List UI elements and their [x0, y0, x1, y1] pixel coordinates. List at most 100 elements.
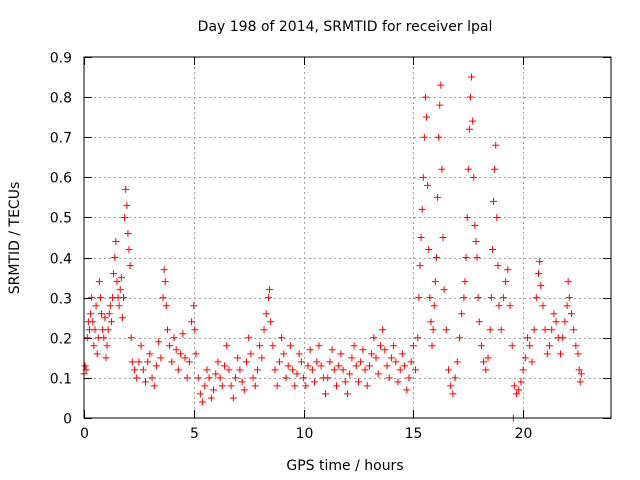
- data-point: [306, 346, 314, 354]
- data-point: [240, 386, 248, 394]
- data-point: [126, 262, 134, 270]
- data-point: [473, 254, 481, 262]
- data-point: [417, 234, 425, 241]
- data-point: [502, 278, 510, 286]
- data-point: [365, 362, 373, 370]
- data-point: [139, 366, 147, 374]
- data-point: [438, 165, 446, 173]
- data-point: [117, 274, 125, 282]
- data-point: [212, 370, 220, 378]
- data-point: [379, 326, 387, 334]
- data-point: [188, 318, 196, 326]
- data-point: [221, 362, 229, 370]
- data-point: [128, 358, 136, 366]
- data-point: [361, 366, 369, 374]
- data-point: [354, 378, 362, 386]
- data-point: [266, 286, 274, 294]
- data-point: [205, 374, 213, 382]
- data-point: [223, 342, 231, 350]
- data-point: [146, 350, 154, 358]
- data-point: [227, 382, 235, 390]
- data-point: [295, 350, 303, 358]
- data-point: [271, 366, 279, 374]
- data-point: [463, 213, 471, 221]
- data-point: [466, 93, 474, 101]
- data-point: [322, 390, 330, 398]
- data-point: [447, 382, 455, 390]
- data-point: [451, 374, 459, 382]
- data-point: [256, 342, 264, 350]
- data-point: [465, 125, 473, 133]
- data-point: [556, 350, 564, 358]
- data-point: [201, 382, 209, 390]
- data-point: [348, 354, 356, 362]
- data-point: [245, 334, 253, 342]
- data-point: [191, 326, 199, 334]
- data-point: [461, 278, 469, 286]
- data-point: [416, 262, 424, 270]
- data-point: [374, 370, 382, 378]
- data-point: [552, 318, 560, 326]
- data-point: [491, 165, 499, 173]
- y-tick-label: 0.3: [50, 292, 72, 308]
- data-point: [302, 382, 310, 390]
- data-point: [107, 318, 115, 326]
- data-point: [415, 294, 423, 302]
- data-point: [469, 117, 477, 125]
- data-point: [536, 258, 544, 266]
- data-point: [357, 358, 365, 366]
- data-point: [475, 318, 483, 326]
- data-point: [576, 378, 584, 386]
- data-point: [104, 326, 112, 334]
- data-point: [482, 366, 490, 374]
- data-point: [168, 358, 176, 366]
- data-point: [264, 294, 272, 302]
- data-point: [194, 374, 202, 382]
- data-point: [519, 366, 527, 374]
- data-point: [148, 374, 156, 382]
- data-point: [96, 294, 104, 302]
- data-point: [472, 238, 480, 246]
- data-point: [333, 382, 341, 390]
- data-point: [185, 358, 193, 366]
- data-point: [304, 362, 312, 370]
- data-point: [426, 294, 434, 302]
- x-tick-label: 10: [296, 426, 314, 442]
- data-point: [155, 338, 163, 346]
- data-point: [116, 286, 124, 294]
- data-point: [431, 278, 439, 286]
- data-point: [396, 366, 404, 374]
- data-point: [328, 346, 336, 354]
- data-point: [493, 213, 501, 221]
- data-point: [110, 270, 118, 278]
- data-point: [432, 254, 440, 262]
- y-tick-label: 0.1: [50, 372, 72, 388]
- data-point: [308, 366, 316, 374]
- data-point: [120, 294, 128, 302]
- data-point: [93, 350, 101, 358]
- data-point: [133, 374, 141, 382]
- data-point: [359, 346, 367, 354]
- y-tick-labels: 0 0.1 0.2 0.3 0.4 0.5 0.6 0.7 0.8 0.9: [50, 51, 72, 428]
- data-point: [548, 326, 556, 334]
- data-point: [412, 366, 420, 374]
- data-point: [118, 314, 126, 322]
- data-point: [141, 378, 149, 386]
- data-point: [405, 374, 413, 382]
- data-point: [91, 326, 99, 334]
- data-point: [445, 366, 453, 374]
- data-point: [419, 173, 427, 181]
- data-point: [346, 370, 354, 378]
- data-point: [159, 294, 167, 302]
- data-point: [440, 286, 448, 294]
- data-point: [127, 334, 135, 342]
- data-point: [115, 302, 123, 310]
- data-point: [105, 310, 113, 318]
- y-tick-label: 0.8: [50, 91, 72, 107]
- data-point: [528, 358, 536, 366]
- data-point: [570, 326, 578, 334]
- data-point: [407, 358, 415, 366]
- data-point: [236, 366, 244, 374]
- data-point: [376, 342, 384, 350]
- y-tick-label: 0.6: [50, 171, 72, 187]
